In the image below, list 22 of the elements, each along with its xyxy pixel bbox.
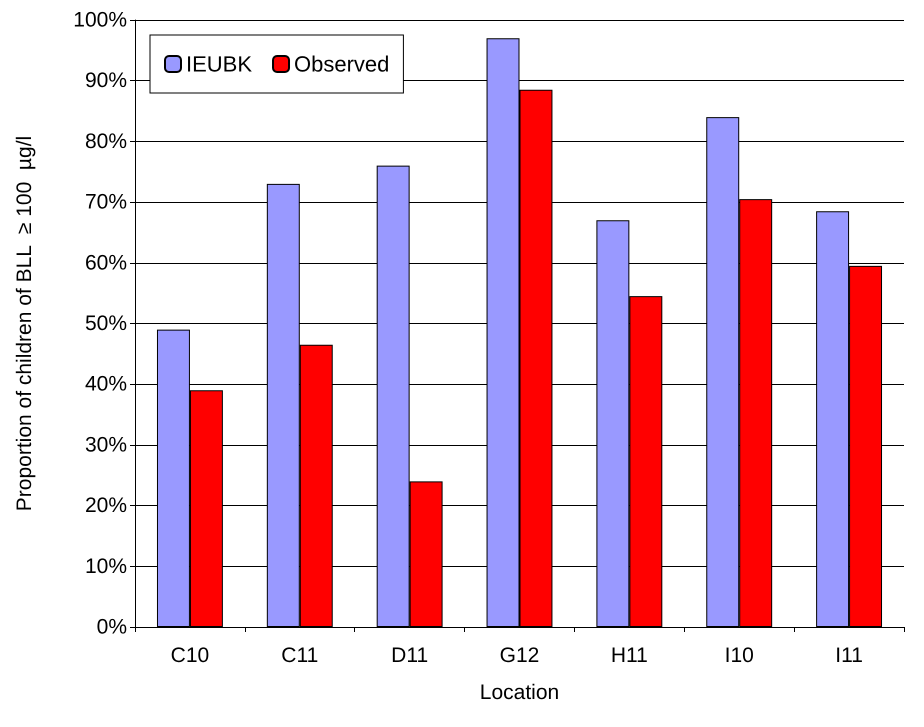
y-axis-title: Proportion of children of BLL ≥ 100 µg/l <box>13 136 36 512</box>
x-tick-label: C11 <box>281 644 318 667</box>
y-tick-label: 10% <box>84 554 127 578</box>
y-tick-label: 60% <box>84 251 127 274</box>
y-tick-label: 80% <box>84 130 127 153</box>
x-tick-label: I10 <box>724 644 754 667</box>
legend-label: IEUBK <box>186 52 252 76</box>
y-tick-label: 100% <box>73 8 127 32</box>
x-tick-label: H11 <box>610 644 648 667</box>
legend-label: Observed <box>294 52 390 76</box>
y-tick-label: 40% <box>84 372 127 396</box>
x-axis-title: Location <box>480 681 560 704</box>
x-tick-label: G12 <box>500 644 540 667</box>
y-tick-label: 50% <box>84 312 127 335</box>
y-tick-label: 20% <box>84 494 127 518</box>
x-tick-label: C10 <box>170 644 210 667</box>
y-tick-label: 70% <box>84 190 127 214</box>
y-tick-label: 30% <box>84 433 127 456</box>
y-tick-label: 0% <box>96 616 127 638</box>
x-tick-label: D11 <box>391 644 428 667</box>
y-tick-label: 90% <box>84 69 127 92</box>
x-tick-label: I11 <box>835 644 863 667</box>
